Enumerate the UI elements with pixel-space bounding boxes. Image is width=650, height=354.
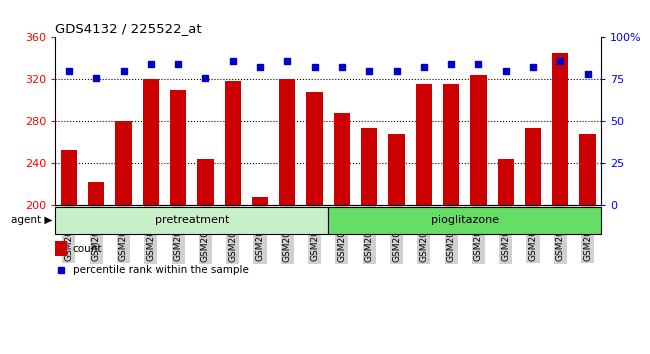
- Bar: [306, 92, 323, 205]
- Text: agent ▶: agent ▶: [10, 215, 52, 225]
- Bar: [388, 134, 405, 205]
- Bar: [115, 121, 132, 205]
- Bar: [88, 182, 105, 205]
- Bar: [552, 53, 569, 205]
- Bar: [170, 90, 187, 205]
- Bar: [142, 79, 159, 205]
- Bar: [470, 75, 487, 205]
- Bar: [279, 79, 296, 205]
- Text: GDS4132 / 225522_at: GDS4132 / 225522_at: [55, 22, 202, 35]
- Bar: [328, 207, 601, 234]
- Bar: [55, 241, 67, 256]
- Text: pretreatment: pretreatment: [155, 215, 229, 225]
- Bar: [333, 113, 350, 205]
- Bar: [361, 127, 378, 205]
- Bar: [55, 207, 328, 234]
- Bar: [497, 159, 514, 205]
- Bar: [197, 159, 214, 205]
- Bar: [252, 197, 268, 205]
- Text: pioglitazone: pioglitazone: [431, 215, 499, 225]
- Bar: [443, 85, 460, 205]
- Bar: [224, 81, 241, 205]
- Bar: [579, 134, 596, 205]
- Bar: [60, 150, 77, 205]
- Bar: [415, 85, 432, 205]
- Text: count: count: [73, 244, 102, 254]
- Text: percentile rank within the sample: percentile rank within the sample: [73, 265, 248, 275]
- Bar: [525, 127, 541, 205]
